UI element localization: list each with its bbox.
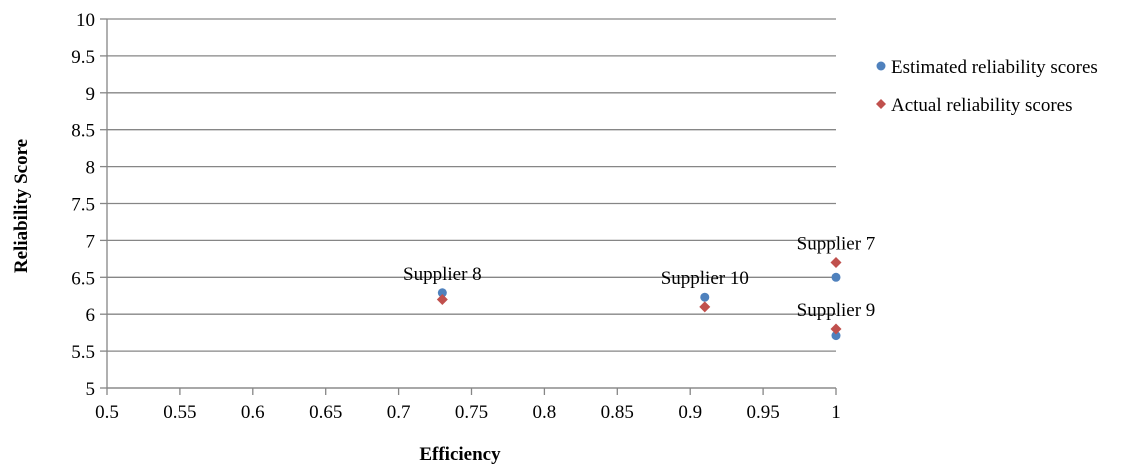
y-tick-labels: 5 5.5 6 6.5 7 7.5 8 8.5 9 9.5 10: [71, 10, 95, 400]
y-tick-label-1: 5.5: [71, 342, 95, 363]
point-estimated-0: [437, 288, 447, 298]
x-tick-label-6: 0.8: [533, 402, 557, 423]
x-axis-title: Efficiency: [419, 444, 501, 465]
point-label-3: Supplier 9: [797, 300, 876, 321]
point-label-1: Supplier 10: [661, 268, 749, 289]
y-tick-label-10: 10: [76, 10, 95, 31]
x-tick-label-5: 0.75: [455, 402, 488, 423]
legend-marker-estimated: [876, 61, 886, 71]
x-tick-label-8: 0.9: [678, 402, 702, 423]
y-tick-label-9: 9.5: [71, 47, 95, 68]
x-tick-label-1: 0.55: [163, 402, 196, 423]
legend-label-actual: Actual reliability scores: [891, 95, 1073, 116]
axes: [100, 18, 837, 395]
point-actual-2: [830, 257, 842, 269]
point-estimated-1: [700, 292, 710, 302]
x-tick-label-2: 0.6: [241, 402, 265, 423]
y-axis-title: Reliability Score: [11, 139, 32, 273]
x-tick-labels: 0.5 0.55 0.6 0.65 0.7 0.75 0.8 0.85 0.9 0.95 1: [95, 402, 841, 423]
legend: Estimated reliability scores Actual relia…: [876, 57, 1098, 116]
x-tick-label-0: 0.5: [95, 402, 119, 423]
y-tick-label-3: 6.5: [71, 268, 95, 289]
point-estimated-3: [831, 331, 841, 341]
y-tick-label-4: 7: [86, 231, 96, 252]
point-label-0: Supplier 8: [403, 264, 482, 285]
x-tick-label-3: 0.65: [309, 402, 342, 423]
point-labels: Supplier 8 Supplier 10 Supplier 7 Supplier …: [403, 234, 875, 321]
x-tick-label-10: 1: [831, 402, 841, 423]
data-points: [436, 257, 842, 341]
x-tick-label-4: 0.7: [387, 402, 411, 423]
y-tick-label-8: 9: [86, 84, 96, 105]
y-tick-label-5: 7.5: [71, 195, 95, 216]
x-tick-label-9: 0.95: [746, 402, 779, 423]
y-tick-label-7: 8.5: [71, 121, 95, 142]
point-actual-3: [830, 323, 842, 335]
point-estimated-2: [831, 272, 841, 282]
y-tick-label-2: 6: [86, 305, 96, 326]
y-tick-label-6: 8: [86, 158, 96, 179]
x-tick-label-7: 0.85: [601, 402, 634, 423]
y-tick-label-0: 5: [86, 379, 96, 400]
legend-label-estimated: Estimated reliability scores: [891, 57, 1098, 78]
legend-marker-actual: [876, 99, 886, 109]
point-actual-0: [436, 293, 448, 305]
gridlines: [107, 18, 836, 389]
point-actual-1: [699, 301, 711, 313]
point-label-2: Supplier 7: [797, 234, 876, 255]
